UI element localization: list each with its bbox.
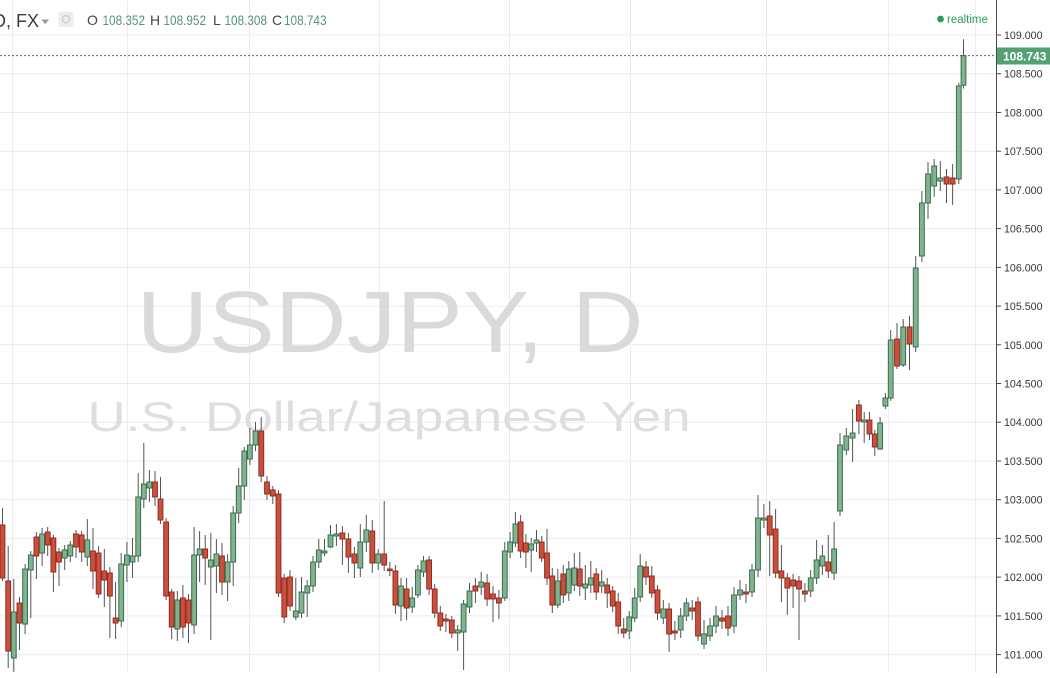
svg-text:realtime: realtime bbox=[947, 14, 988, 26]
svg-text:105.000: 105.000 bbox=[1004, 340, 1043, 352]
svg-text:L: L bbox=[213, 12, 221, 28]
svg-text:D, FX: D, FX bbox=[0, 11, 39, 31]
svg-text:108.000: 108.000 bbox=[1004, 108, 1043, 120]
svg-text:102.500: 102.500 bbox=[1004, 533, 1043, 545]
svg-text:C: C bbox=[272, 12, 282, 28]
svg-text:106.000: 106.000 bbox=[1004, 262, 1043, 274]
svg-text:108.308: 108.308 bbox=[225, 12, 268, 28]
svg-text:106.500: 106.500 bbox=[1004, 224, 1043, 236]
svg-text:109.000: 109.000 bbox=[1004, 30, 1043, 42]
svg-text:H: H bbox=[150, 12, 160, 28]
svg-text:O: O bbox=[87, 12, 98, 28]
svg-text:104.000: 104.000 bbox=[1004, 417, 1043, 429]
svg-text:108.743: 108.743 bbox=[1003, 50, 1047, 64]
svg-text:102.000: 102.000 bbox=[1004, 572, 1043, 584]
svg-text:108.952: 108.952 bbox=[164, 12, 207, 28]
svg-text:103.000: 103.000 bbox=[1004, 495, 1043, 507]
svg-text:103.500: 103.500 bbox=[1004, 456, 1043, 468]
svg-text:107.000: 107.000 bbox=[1004, 185, 1043, 197]
svg-text:108.743: 108.743 bbox=[284, 12, 327, 28]
svg-text:108.500: 108.500 bbox=[1004, 69, 1043, 81]
svg-text:107.500: 107.500 bbox=[1004, 146, 1043, 158]
svg-text:101.500: 101.500 bbox=[1004, 611, 1043, 623]
svg-text:USDJPY, D: USDJPY, D bbox=[137, 274, 644, 371]
svg-text:101.000: 101.000 bbox=[1004, 650, 1043, 662]
svg-text:104.500: 104.500 bbox=[1004, 379, 1043, 391]
svg-text:105.500: 105.500 bbox=[1004, 301, 1043, 313]
svg-text:U.S. Dollar/Japanese Yen: U.S. Dollar/Japanese Yen bbox=[88, 393, 691, 440]
svg-text:108.352: 108.352 bbox=[103, 12, 146, 28]
